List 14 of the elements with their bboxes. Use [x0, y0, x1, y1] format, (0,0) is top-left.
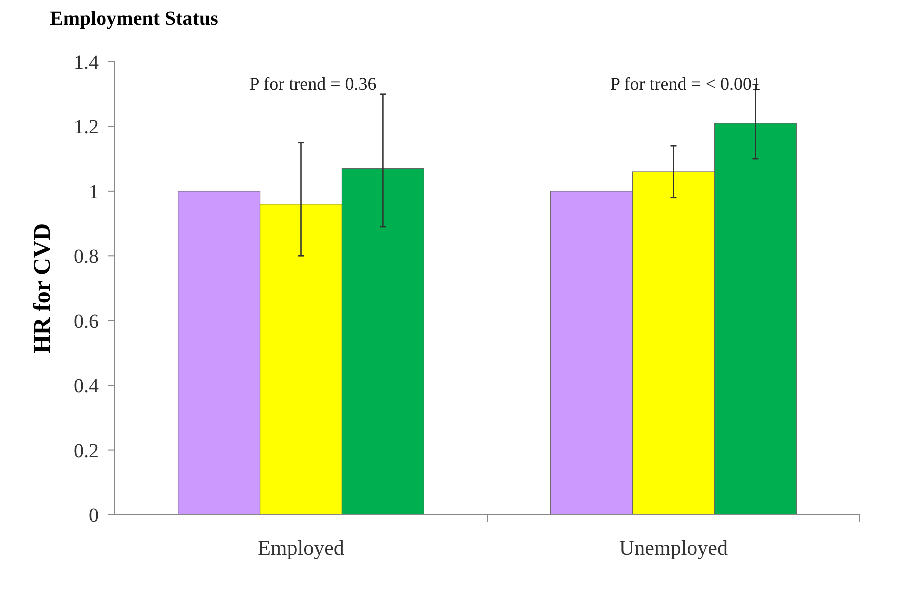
y-tick-label: 0.2	[74, 440, 99, 462]
y-tick-label: 0.4	[74, 376, 99, 398]
x-tick-label: Unemployed	[620, 536, 728, 560]
annotation: P for trend = < 0.001	[610, 74, 762, 94]
y-tick-label: 0.8	[74, 246, 99, 268]
y-tick-label: 0.6	[74, 310, 99, 333]
y-tick-label: 1.4	[74, 52, 99, 74]
x-tick-label: Employed	[258, 536, 345, 560]
y-tick-label: 1	[89, 181, 99, 204]
y-tick-label: 0	[89, 505, 99, 527]
y-tick-label: 1.2	[74, 116, 99, 139]
chart-title: Employment Status	[50, 8, 219, 30]
annotation: P for trend = 0.36	[250, 74, 377, 94]
y-axis-title: HR for CVD	[30, 223, 56, 354]
